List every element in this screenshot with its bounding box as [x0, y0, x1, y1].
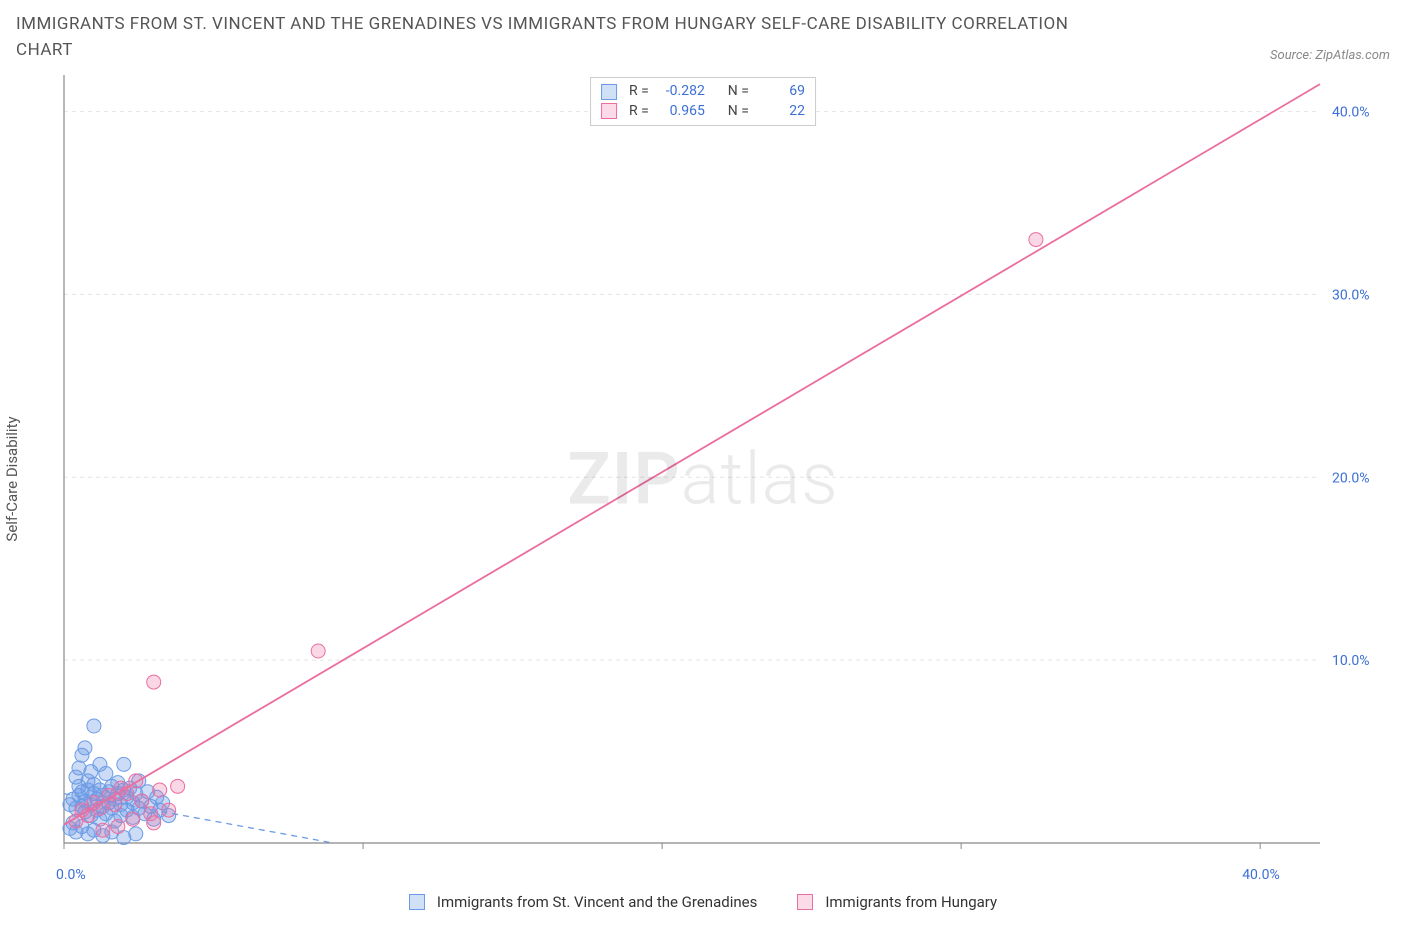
r-value-a: -0.282	[657, 82, 705, 102]
svg-text:0.0%: 0.0%	[56, 867, 86, 883]
chart-title: IMMIGRANTS FROM ST. VINCENT AND THE GREN…	[16, 12, 1116, 63]
n-value-a: 69	[757, 82, 805, 102]
legend-item-series-b: Immigrants from Hungary	[797, 893, 997, 911]
swatch-series-a	[601, 84, 617, 100]
n-label: N =	[728, 82, 749, 102]
stats-row-series-a: R = -0.282 N = 69	[601, 82, 805, 102]
svg-text:30.0%: 30.0%	[1332, 287, 1370, 303]
source-attribution: Source: ZipAtlas.com	[1270, 48, 1390, 63]
svg-text:10.0%: 10.0%	[1332, 653, 1370, 669]
svg-text:40.0%: 40.0%	[1332, 105, 1370, 121]
swatch-series-b	[601, 103, 617, 119]
legend-item-series-a: Immigrants from St. Vincent and the Gren…	[409, 893, 757, 911]
legend-label-a: Immigrants from St. Vincent and the Gren…	[437, 893, 757, 911]
legend-swatch-a	[409, 894, 425, 910]
r-label: R =	[629, 82, 649, 102]
legend-swatch-b	[797, 894, 813, 910]
r-value-b: 0.965	[657, 102, 705, 122]
svg-text:40.0%: 40.0%	[1242, 867, 1280, 883]
scatter-chart: 10.0% 20.0% 30.0% 40.0% 40.0% 0.0%	[16, 69, 1390, 889]
r-label: R =	[629, 102, 649, 122]
bottom-legend: Immigrants from St. Vincent and the Gren…	[16, 893, 1390, 911]
stats-row-series-b: R = 0.965 N = 22	[601, 102, 805, 122]
y-axis-label: Self-Care Disability	[3, 416, 21, 541]
svg-text:20.0%: 20.0%	[1332, 470, 1370, 486]
chart-container: Self-Care Disability ZIPatlas 10.0%20.0%…	[16, 69, 1390, 889]
legend-label-b: Immigrants from Hungary	[825, 893, 997, 911]
n-value-b: 22	[757, 102, 805, 122]
n-label: N =	[728, 102, 749, 122]
stats-legend: R = -0.282 N = 69 R = 0.965 N = 22	[590, 77, 816, 126]
